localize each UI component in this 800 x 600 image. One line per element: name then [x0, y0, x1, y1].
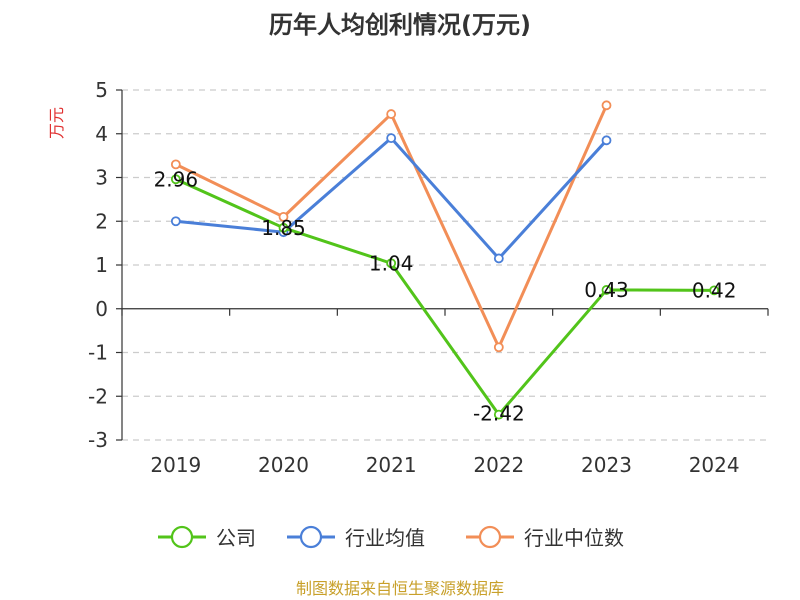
- y-tick-label: -3: [88, 428, 108, 452]
- data-label: 2.96: [154, 167, 199, 191]
- x-tick-label: 2024: [689, 453, 740, 477]
- x-tick-label: 2021: [366, 453, 417, 477]
- data-point: [386, 109, 397, 119]
- legend-swatch-marker: [299, 525, 323, 549]
- y-tick-label: -1: [88, 341, 108, 365]
- axes: 5 4 3 2 1 0 -1 -2 -3 2019 2020 2021 2022 2023 2024: [88, 78, 769, 477]
- data-point: [386, 258, 397, 269]
- data-label: 0.43: [584, 278, 629, 302]
- data-point: [493, 253, 504, 264]
- data-label: 0.42: [692, 278, 737, 302]
- grid-lines: [122, 89, 768, 441]
- data-label: 1.85: [261, 216, 306, 240]
- data-point: [493, 342, 504, 353]
- y-tick-label: 0: [95, 297, 108, 321]
- data-point: [170, 174, 181, 185]
- data-point: [278, 211, 289, 222]
- series-line: [175, 177, 715, 417]
- data-point: [601, 135, 612, 146]
- series-lines: [170, 100, 720, 420]
- data-point: [601, 285, 612, 295]
- data-point: [170, 216, 181, 227]
- data-label: 1.04: [369, 251, 414, 275]
- data-point: [493, 409, 504, 420]
- x-tick-label: 2022: [473, 453, 524, 477]
- legend-label: 行业均值: [345, 526, 425, 550]
- series-line: [175, 136, 608, 260]
- x-tick-label: 2020: [258, 453, 309, 477]
- chart-title: 历年人均创利情况(万元): [269, 11, 531, 39]
- data-point: [386, 133, 397, 144]
- data-labels: 2.96 1.85 1.04 -2.42 0.43 0.42: [154, 167, 737, 425]
- data-point: [170, 159, 181, 170]
- legend-swatch-marker: [478, 525, 502, 549]
- legend-label: 行业中位数: [524, 526, 624, 550]
- y-tick-label: 1: [95, 253, 108, 277]
- data-point: [601, 100, 612, 111]
- y-tick-label: -2: [88, 384, 108, 408]
- data-point: [278, 222, 289, 233]
- legend-swatch-marker: [170, 525, 194, 549]
- y-axis-label: 万元: [47, 107, 66, 139]
- y-tick-label: 2: [95, 209, 108, 233]
- legend: 公司 行业均值 行业中位数: [158, 525, 624, 550]
- y-tick-label: 5: [95, 78, 108, 102]
- source-note: 制图数据来自恒生聚源数据库: [296, 579, 504, 598]
- x-tick-label: 2019: [150, 453, 201, 477]
- y-tick-label: 4: [95, 122, 108, 146]
- data-label: -2.42: [473, 402, 525, 426]
- data-point: [709, 285, 720, 296]
- legend-label: 公司: [216, 526, 256, 550]
- x-tick-label: 2023: [581, 453, 632, 477]
- y-tick-label: 3: [95, 166, 108, 190]
